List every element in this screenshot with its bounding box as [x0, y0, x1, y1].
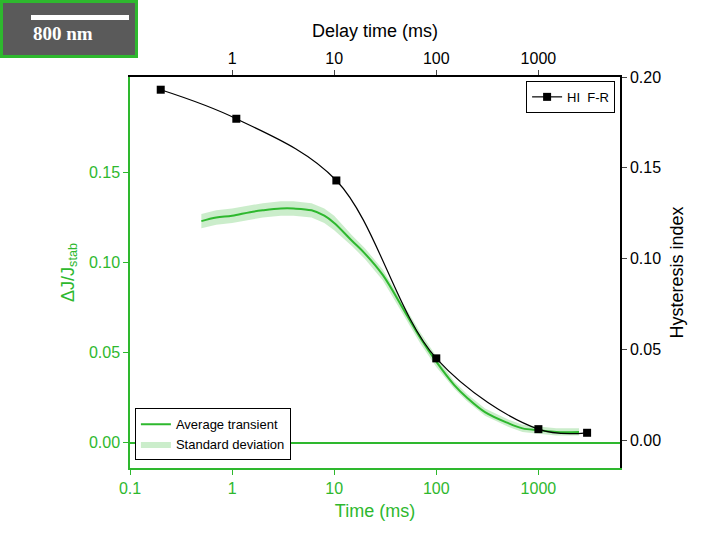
svg-text:Standard deviation: Standard deviation [176, 437, 284, 452]
html-text:800 nm: 800 nm [33, 23, 93, 44]
svg-text:0.10: 0.10 [630, 250, 661, 267]
svg-text:0.00: 0.00 [89, 434, 120, 451]
svg-text:HI F-R: HI F-R [567, 90, 609, 105]
svg-text:1: 1 [228, 50, 237, 67]
svg-text:Hysteresis index: Hysteresis index [667, 206, 687, 338]
svg-text:Time (ms): Time (ms) [335, 501, 415, 521]
svg-text:ΔJ/J​stab​: ΔJ/J​stab​ [58, 243, 81, 302]
svg-text:0.10: 0.10 [89, 254, 120, 271]
svg-text:0.05: 0.05 [630, 341, 661, 358]
svg-text:Average transient: Average transient [176, 417, 278, 432]
svg-text:0.05: 0.05 [89, 344, 120, 361]
svg-text:0.20: 0.20 [630, 69, 661, 86]
svg-text:10: 10 [325, 50, 343, 67]
svg-text:1000: 1000 [521, 480, 557, 497]
svg-text:10: 10 [325, 480, 343, 497]
svg-text:1000: 1000 [521, 50, 557, 67]
svg-text:0.15: 0.15 [89, 164, 120, 181]
svg-text:0.15: 0.15 [630, 159, 661, 176]
svg-text:0.00: 0.00 [630, 432, 661, 449]
svg-text:1: 1 [228, 480, 237, 497]
svg-text:100: 100 [423, 480, 450, 497]
svg-text:0.1: 0.1 [119, 480, 141, 497]
svg-text:Delay time (ms): Delay time (ms) [312, 21, 438, 41]
svg-text:100: 100 [423, 50, 450, 67]
